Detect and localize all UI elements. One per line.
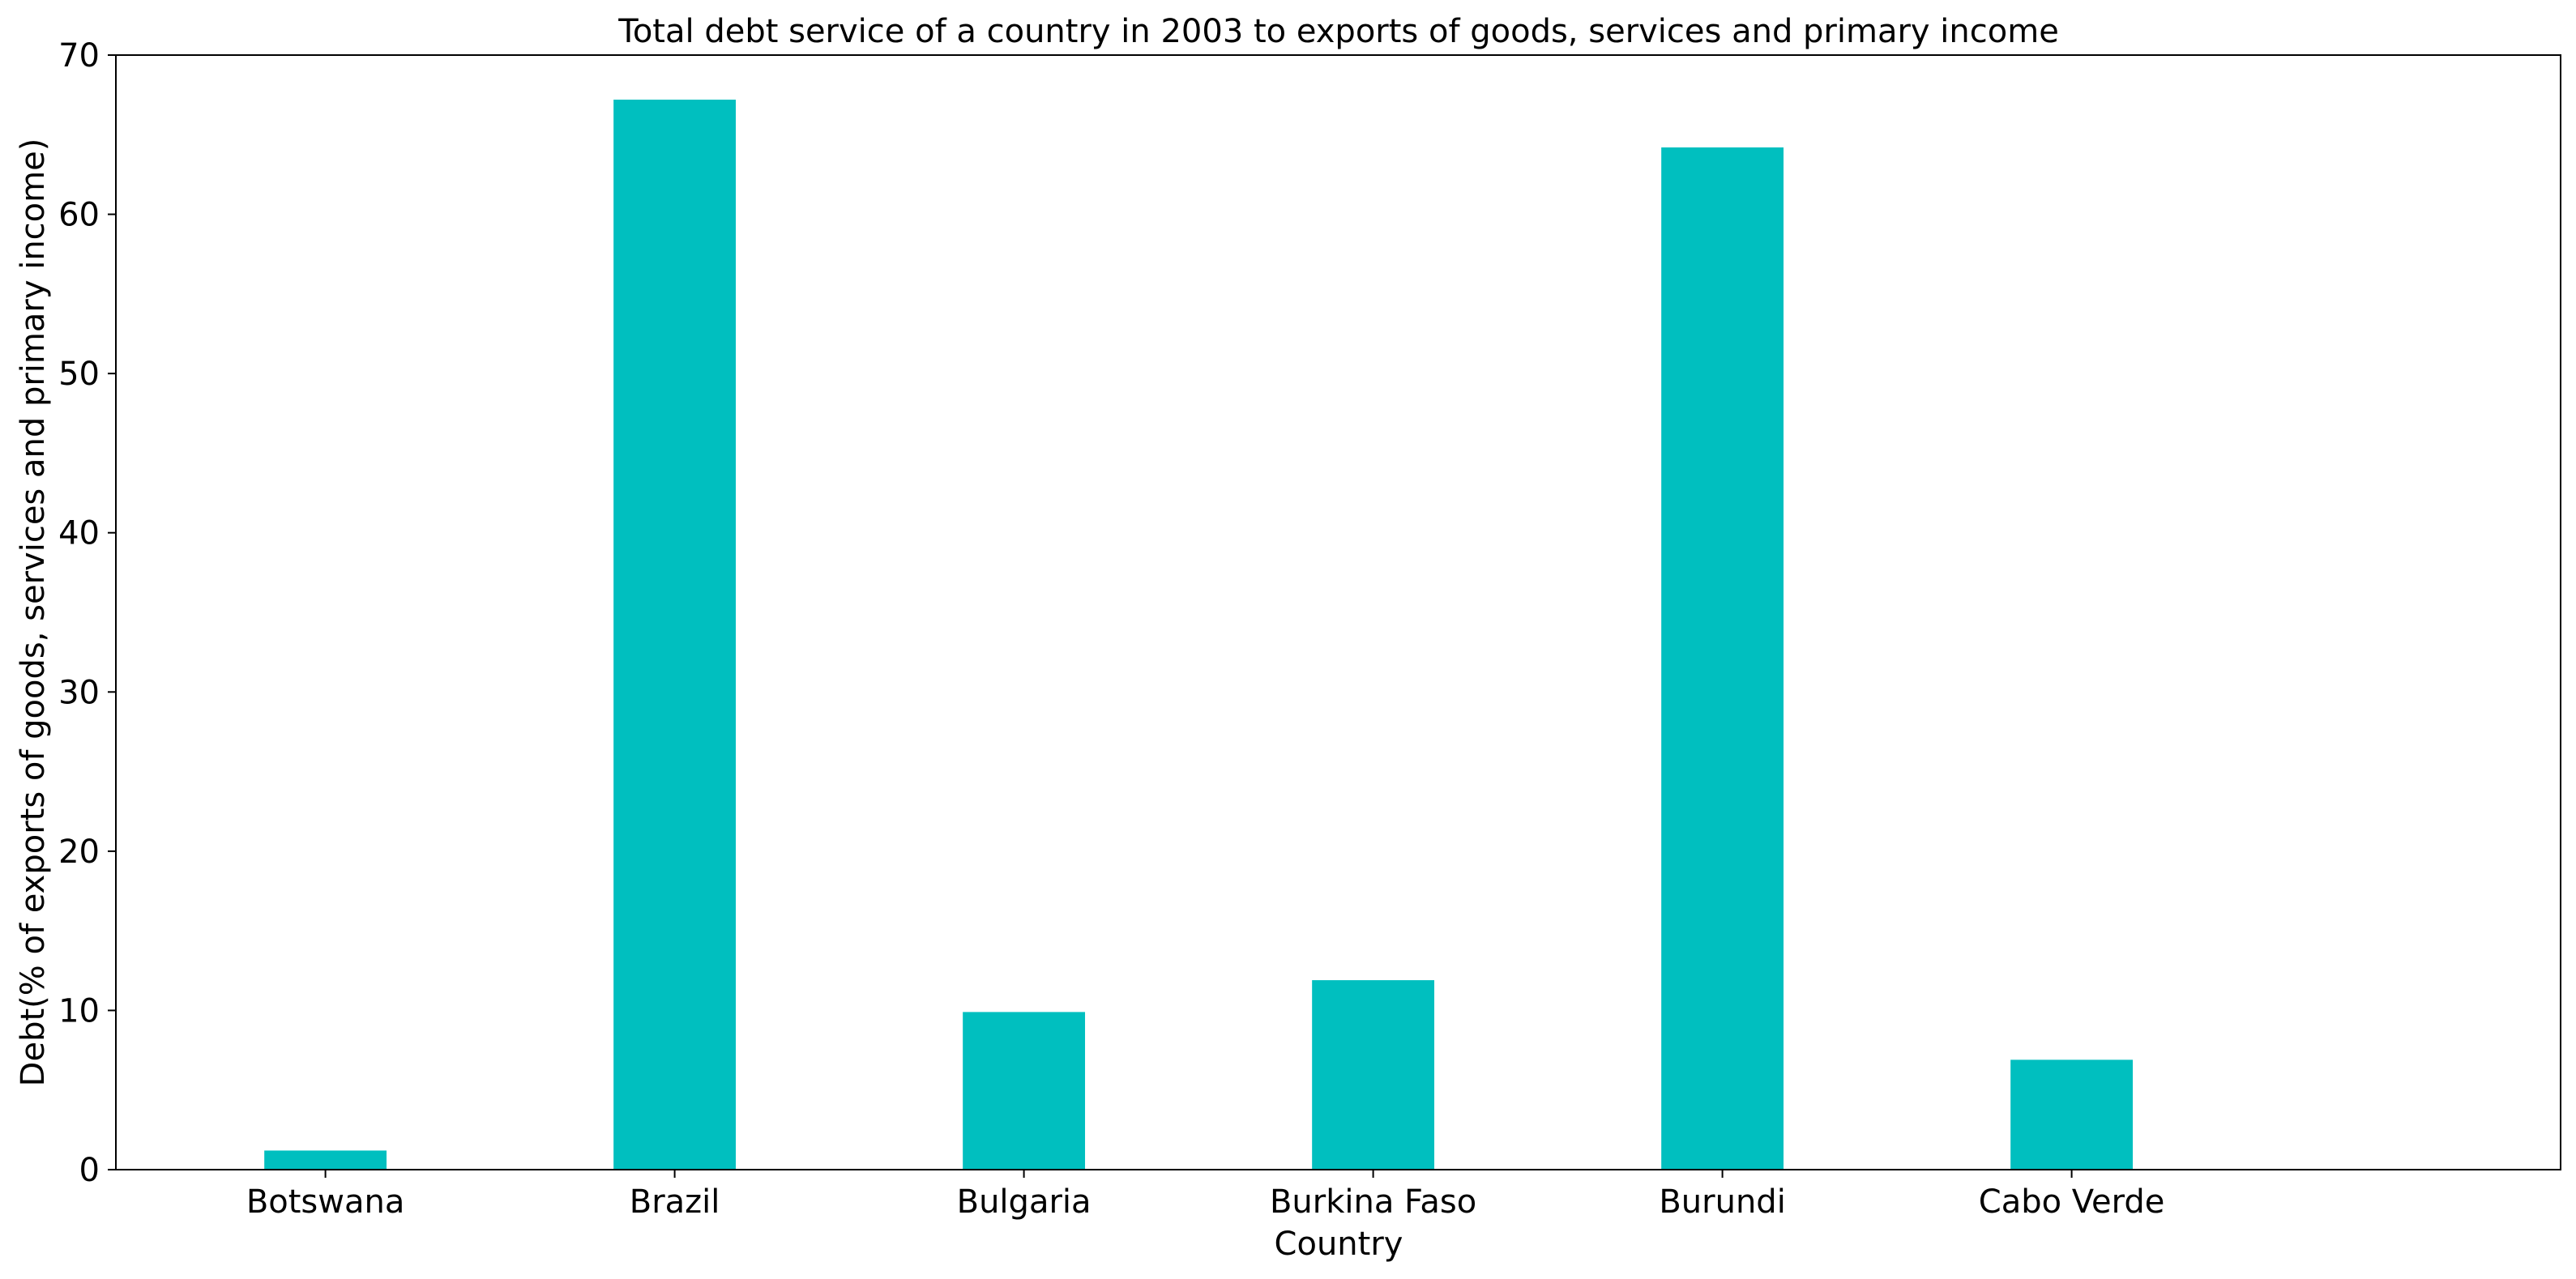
y-axis: 0 10 20 30 40 50 60 70 <box>58 37 116 1189</box>
y-tick-label: 40 <box>58 515 100 552</box>
y-tick-label: 10 <box>58 992 100 1030</box>
x-tick-label: Burundi <box>1659 1183 1785 1221</box>
bar-bulgaria <box>963 1012 1086 1170</box>
bar-botswana <box>264 1150 387 1170</box>
bar-cabo-verde <box>2010 1059 2134 1170</box>
y-axis-label: Debt(% of exports of goods, services and… <box>15 139 52 1087</box>
x-tick-label: Burkina Faso <box>1270 1183 1476 1221</box>
bar-burundi <box>1661 147 1784 1170</box>
y-tick-label: 60 <box>58 197 100 234</box>
y-tick-label: 70 <box>58 37 100 75</box>
y-tick-label: 30 <box>58 674 100 711</box>
x-tick-label: Botswana <box>246 1183 405 1221</box>
x-tick-label: Cabo Verde <box>1979 1183 2165 1221</box>
chart-title: Total debt service of a country in 2003 … <box>617 13 2059 50</box>
plot-frame <box>115 54 2561 1170</box>
x-axis: Botswana Brazil Bulgaria Burkina Faso Burund… <box>246 1170 2165 1221</box>
bar-burkina-faso <box>1312 980 1435 1170</box>
y-tick-label: 20 <box>58 833 100 871</box>
bars-group <box>264 100 2134 1170</box>
bar-brazil <box>613 100 737 1170</box>
x-tick-label: Bulgaria <box>957 1183 1091 1221</box>
x-axis-label: Country <box>1275 1226 1403 1263</box>
y-tick-label: 50 <box>58 356 100 393</box>
x-tick-label: Brazil <box>630 1183 720 1221</box>
y-tick-label: 0 <box>79 1152 100 1189</box>
